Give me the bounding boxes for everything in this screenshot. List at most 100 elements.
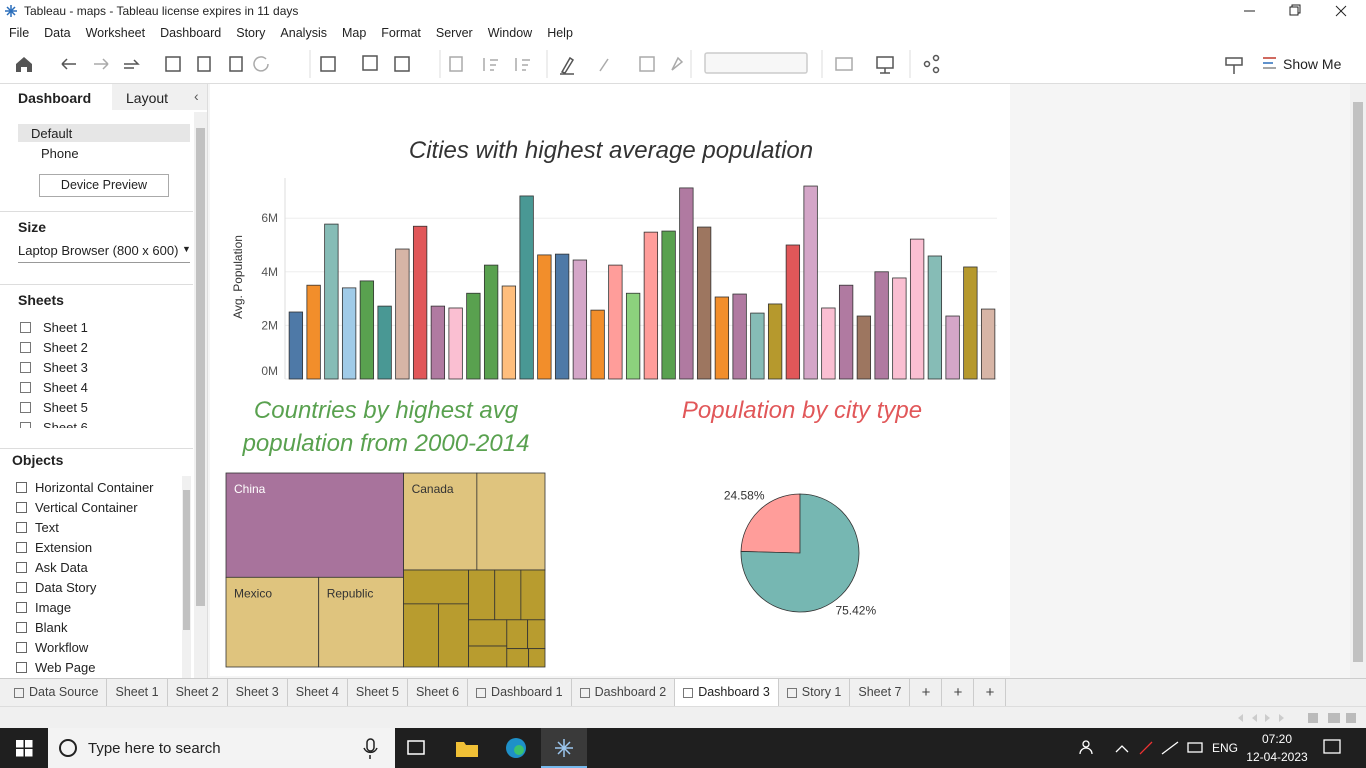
toolbar-icons[interactable] bbox=[0, 44, 1366, 84]
treemap-cell bbox=[494, 569, 522, 621]
bar bbox=[537, 254, 552, 380]
sheet-item[interactable]: Sheet 3 bbox=[43, 360, 88, 375]
object-item[interactable]: Horizontal Container bbox=[35, 480, 154, 495]
treemap-cell bbox=[225, 576, 320, 668]
sheet-tab[interactable]: Sheet 4 bbox=[288, 679, 348, 706]
sheet-tab[interactable]: Sheet 3 bbox=[228, 679, 288, 706]
sheet-tab[interactable]: Dashboard 3 bbox=[675, 679, 779, 706]
sheet-tabs: Data Source Sheet 1 Sheet 2 Sheet 3 Sheet 4 S… bbox=[0, 678, 1366, 706]
section-heading: Sheets bbox=[18, 292, 64, 308]
bar bbox=[892, 277, 907, 380]
objects-scrollbar[interactable] bbox=[182, 476, 191, 678]
clock-time[interactable]: 07:20 bbox=[1261, 732, 1293, 746]
menu-bar: File Data Worksheet Dashboard Story Analysis M… bbox=[0, 22, 1366, 44]
sheet-tab[interactable]: Dashboard 1 bbox=[468, 679, 572, 706]
sheet-tab[interactable]: Sheet 7 bbox=[850, 679, 911, 706]
select-underline bbox=[18, 262, 190, 263]
object-icon bbox=[16, 482, 27, 493]
sheet-item[interactable]: Sheet 1 bbox=[43, 320, 88, 335]
sidebar-tab[interactable]: Layout bbox=[126, 90, 169, 106]
bar bbox=[466, 292, 481, 380]
bar bbox=[856, 315, 872, 380]
dropdown-arrow[interactable]: ▼ bbox=[182, 244, 191, 254]
new-worksheet[interactable]: + bbox=[910, 679, 943, 706]
menu-item[interactable]: Dashboard bbox=[160, 26, 222, 40]
sheet-tab[interactable]: Dashboard 2 bbox=[572, 679, 676, 706]
sheet-tab[interactable]: Data Source bbox=[6, 679, 108, 706]
divider bbox=[0, 211, 193, 212]
sheet-item[interactable]: Sheet 4 bbox=[43, 380, 88, 395]
sidebar: Dashboard Layout ‹ Default Phone Device … bbox=[0, 84, 208, 678]
object-item[interactable]: Ask Data bbox=[35, 560, 88, 575]
object-item[interactable]: Web Page bbox=[35, 660, 96, 675]
device-preview-button[interactable]: Device Preview bbox=[39, 174, 169, 197]
object-item[interactable]: Data Story bbox=[35, 580, 97, 595]
bar bbox=[679, 187, 694, 380]
menu-item[interactable]: Analysis bbox=[280, 26, 327, 40]
divider bbox=[0, 448, 193, 449]
sheet-tab[interactable]: Story 1 bbox=[779, 679, 851, 706]
menu-item[interactable]: Format bbox=[381, 26, 421, 40]
menu-item[interactable]: Story bbox=[236, 26, 266, 40]
pie-slice bbox=[740, 493, 801, 554]
size-select[interactable]: Laptop Browser (800 x 600) bbox=[18, 243, 179, 258]
language[interactable]: ENG bbox=[1212, 741, 1239, 755]
menu-item[interactable]: Server bbox=[435, 26, 473, 40]
menu-item[interactable]: Help bbox=[547, 26, 573, 40]
sheet-item[interactable]: Sheet 6 bbox=[43, 420, 88, 428]
bar bbox=[359, 280, 375, 380]
device[interactable]: Phone bbox=[41, 146, 79, 161]
bar bbox=[306, 284, 321, 380]
tab-icon bbox=[683, 687, 694, 698]
pie-label: 75.42% bbox=[835, 603, 876, 617]
object-item[interactable]: Blank bbox=[35, 620, 68, 635]
menu-item[interactable]: Data bbox=[44, 26, 71, 40]
scroll-thumb[interactable] bbox=[183, 490, 190, 630]
show-me[interactable]: Show Me bbox=[1283, 56, 1342, 72]
bar bbox=[821, 307, 836, 380]
object-item[interactable]: Text bbox=[35, 520, 59, 535]
sheet-tab[interactable]: Sheet 1 bbox=[107, 679, 168, 706]
object-item[interactable]: Image bbox=[35, 600, 72, 615]
search-box[interactable]: Type here to search bbox=[88, 740, 221, 757]
new-dashboard[interactable]: + bbox=[942, 679, 975, 706]
sheet-tab[interactable]: Sheet 6 bbox=[408, 679, 469, 706]
section-heading: Objects bbox=[12, 452, 64, 468]
taskbar-icons[interactable] bbox=[0, 728, 1366, 768]
bar bbox=[590, 309, 605, 380]
object-item[interactable]: Workflow bbox=[35, 640, 89, 655]
scroll-thumb[interactable] bbox=[1353, 102, 1363, 662]
status-icons[interactable] bbox=[1230, 711, 1366, 725]
tab-label: Sheet 4 bbox=[295, 685, 339, 699]
canvas-scrollbar[interactable] bbox=[1350, 84, 1366, 678]
object-item[interactable]: Vertical Container bbox=[35, 500, 138, 515]
window-controls[interactable] bbox=[1230, 0, 1366, 22]
sheet-tab[interactable]: Sheet 2 bbox=[168, 679, 228, 706]
treemap-label: Mexico bbox=[234, 586, 272, 600]
bar bbox=[767, 303, 783, 380]
treemap-cell bbox=[520, 569, 546, 621]
object-item[interactable]: Extension bbox=[35, 540, 93, 555]
tab-label: Dashboard 2 bbox=[594, 685, 667, 699]
clock-date[interactable]: 12-04-2023 bbox=[1246, 750, 1308, 764]
menu-item[interactable]: File bbox=[9, 26, 30, 40]
treemap-cell bbox=[403, 603, 439, 668]
sheet-item[interactable]: Sheet 5 bbox=[43, 400, 88, 415]
sheet-tab[interactable]: Sheet 5 bbox=[348, 679, 408, 706]
collapse-button[interactable]: ‹ bbox=[194, 88, 199, 104]
scroll-thumb[interactable] bbox=[196, 128, 205, 606]
new-story[interactable]: + bbox=[974, 679, 1007, 706]
tab-label: Sheet 5 bbox=[355, 685, 399, 699]
menu-item[interactable]: Worksheet bbox=[85, 26, 146, 40]
device[interactable]: Default bbox=[31, 126, 73, 141]
toolbar: Show Me bbox=[0, 44, 1366, 84]
bar bbox=[324, 223, 339, 380]
sheet-item[interactable]: Sheet 2 bbox=[43, 340, 88, 355]
menu-item[interactable]: Map bbox=[341, 26, 367, 40]
menu-item[interactable]: Window bbox=[487, 26, 533, 40]
sidebar-scrollbar[interactable] bbox=[194, 112, 207, 678]
sheet-list: Sheet 1 Sheet 2 Sheet 3 Sheet 4 Sheet 5 Sheet… bbox=[0, 320, 193, 428]
sidebar-tab[interactable]: Dashboard bbox=[18, 90, 92, 106]
tab-label: Sheet 6 bbox=[415, 685, 460, 699]
